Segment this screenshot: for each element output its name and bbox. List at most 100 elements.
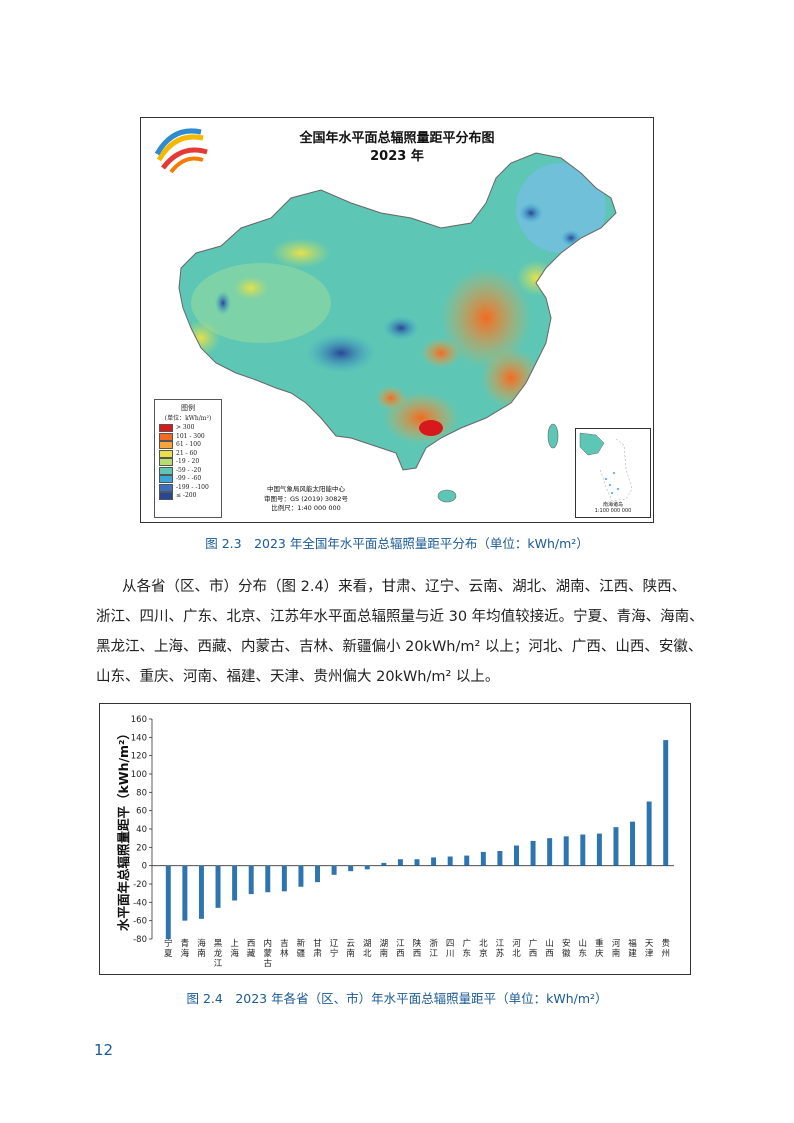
bar (281, 865, 287, 892)
x-category-label: 江苏 (496, 939, 505, 959)
credit-scale: 比例尺：1:40 000 000 (271, 504, 341, 512)
y-tick-label: 60 (136, 807, 147, 817)
y-tick-label: -60 (133, 917, 147, 927)
bar (431, 857, 437, 866)
x-category-label: 山西 (545, 938, 554, 959)
legend-item: 21 - 60 (159, 449, 221, 459)
inset-map (579, 432, 633, 502)
x-category-label: 陕西 (413, 938, 422, 959)
x-category-label: 云南 (346, 939, 355, 959)
legend-label: ≤ -200 (176, 492, 197, 500)
x-category-label: 浙江 (429, 938, 438, 959)
x-category-label: 安徽 (562, 938, 571, 959)
y-tick-label: -80 (133, 935, 147, 945)
legend-unit: (单位：kWh/m²) (164, 415, 212, 422)
bar (596, 833, 602, 866)
x-category-label: 新疆 (297, 938, 306, 959)
bar (630, 821, 636, 866)
legend-swatch (159, 466, 173, 475)
x-category-label: 吉林 (280, 939, 289, 959)
body-paragraph-line-4: 山东、重庆、河南、福建、天津、贵州偏大 20kWh/m² 以上。 (96, 669, 500, 685)
bar (480, 851, 486, 866)
legend-label: -19 - 20 (176, 458, 200, 466)
bar (265, 865, 271, 893)
bar (580, 834, 586, 866)
legend-item: ≤ -200 (159, 492, 221, 501)
x-category-label: 辽宁 (330, 939, 339, 959)
bar (381, 862, 387, 866)
x-category-label: 重庆 (595, 938, 604, 959)
x-category-label: 上海 (230, 939, 239, 959)
x-category-label: 北京 (479, 939, 488, 959)
legend-swatch (159, 458, 173, 467)
x-category-label: 内蒙古 (264, 938, 273, 969)
legend-label: 61 - 100 (176, 441, 201, 449)
x-category-label: 黑龙江 (214, 939, 223, 969)
hainan-island (437, 489, 457, 503)
bar (315, 865, 321, 883)
bar (646, 801, 652, 866)
legend-swatch (159, 424, 173, 433)
bar (663, 740, 669, 866)
cma-logo (154, 128, 208, 174)
legend-swatch (159, 441, 173, 450)
china-anomaly-map (154, 128, 617, 503)
x-category-label: 青海 (181, 938, 190, 959)
legend-swatch (159, 492, 173, 501)
legend-item: -19 - 20 (159, 458, 221, 467)
x-category-label: 广东 (462, 938, 471, 959)
bar (530, 840, 536, 866)
legend-rows: > 300 101 - 300 61 - 100 21 - 60 -19 - 20 -59… (155, 424, 221, 501)
x-category-label: 广西 (529, 938, 538, 959)
bar (248, 865, 254, 895)
legend-label: 21 - 60 (176, 449, 198, 457)
page-number: 12 (94, 1041, 114, 1059)
credit-agency: 中国气象局风能太阳能中心 (267, 485, 345, 493)
y-tick-label: 20 (136, 843, 147, 853)
x-category-label: 山东 (579, 938, 588, 959)
bar (397, 859, 403, 866)
bar (348, 865, 354, 872)
x-category-label: 湖南 (380, 939, 389, 959)
y-tick-label: -40 (133, 898, 147, 908)
body-paragraph-line-3: 黑龙江、上海、西藏、内蒙古、吉林、新疆偏小 20kWh/m² 以上；河北、广西、… (96, 639, 703, 655)
x-category-label: 河南 (612, 938, 621, 959)
y-tick-label: 140 (131, 733, 147, 743)
legend-label: -99 - -60 (176, 475, 202, 483)
bar (464, 855, 470, 866)
y-tick-label: -20 (133, 880, 147, 890)
body-paragraph-line-2: 浙江、四川、广东、北京、江苏年水平面总辐照量与近 30 年均值较接近。宁夏、青海… (96, 609, 704, 625)
legend-label: -59 - -20 (176, 466, 202, 474)
legend-swatch (159, 475, 173, 484)
y-axis-label: 水平面年总辐照量距平（kWh/m²） (116, 727, 131, 931)
bar (613, 827, 619, 866)
bar (215, 865, 221, 908)
bar (182, 865, 188, 921)
bar (513, 845, 519, 866)
legend-swatch (159, 432, 173, 441)
body-paragraph-line-1: 从各省（区、市）分布（图 2.4）来看，甘肃、辽宁、云南、湖北、湖南、江西、陕西… (122, 579, 687, 595)
taiwan-island (547, 423, 559, 449)
bar (414, 859, 420, 866)
legend-item: 101 - 300 (159, 432, 221, 442)
x-category-label: 宁夏 (164, 938, 173, 959)
legend-label: -199 - -100 (176, 483, 209, 491)
legend-item: 61 - 100 (159, 441, 221, 450)
china-outline (178, 152, 617, 471)
x-category-label: 海南 (197, 938, 206, 959)
x-category-label: 贵州 (661, 938, 670, 959)
x-category-label: 西藏 (247, 939, 256, 959)
map-title: 全国年水平面总辐照量距平分布图 (299, 131, 495, 146)
legend-item: -59 - -20 (159, 466, 221, 476)
x-category-label: 福建 (628, 938, 637, 959)
y-tick-label: 80 (136, 788, 147, 798)
y-tick-label: 160 (131, 715, 147, 725)
bar (497, 851, 503, 866)
x-category-label: 河北 (512, 938, 521, 959)
south-china-sea-inset: 南海诸岛 1:100 000 000 (575, 428, 651, 518)
y-tick-label: 120 (131, 752, 147, 762)
bar-chart-svg: -80 -60 -40 -20 0 20 40 60 80 100 120 140 160水平面年总辐照… (116, 715, 674, 969)
bar (547, 838, 553, 866)
y-tick-label: 100 (131, 770, 147, 780)
inset-name: 南海诸岛 (602, 502, 623, 508)
